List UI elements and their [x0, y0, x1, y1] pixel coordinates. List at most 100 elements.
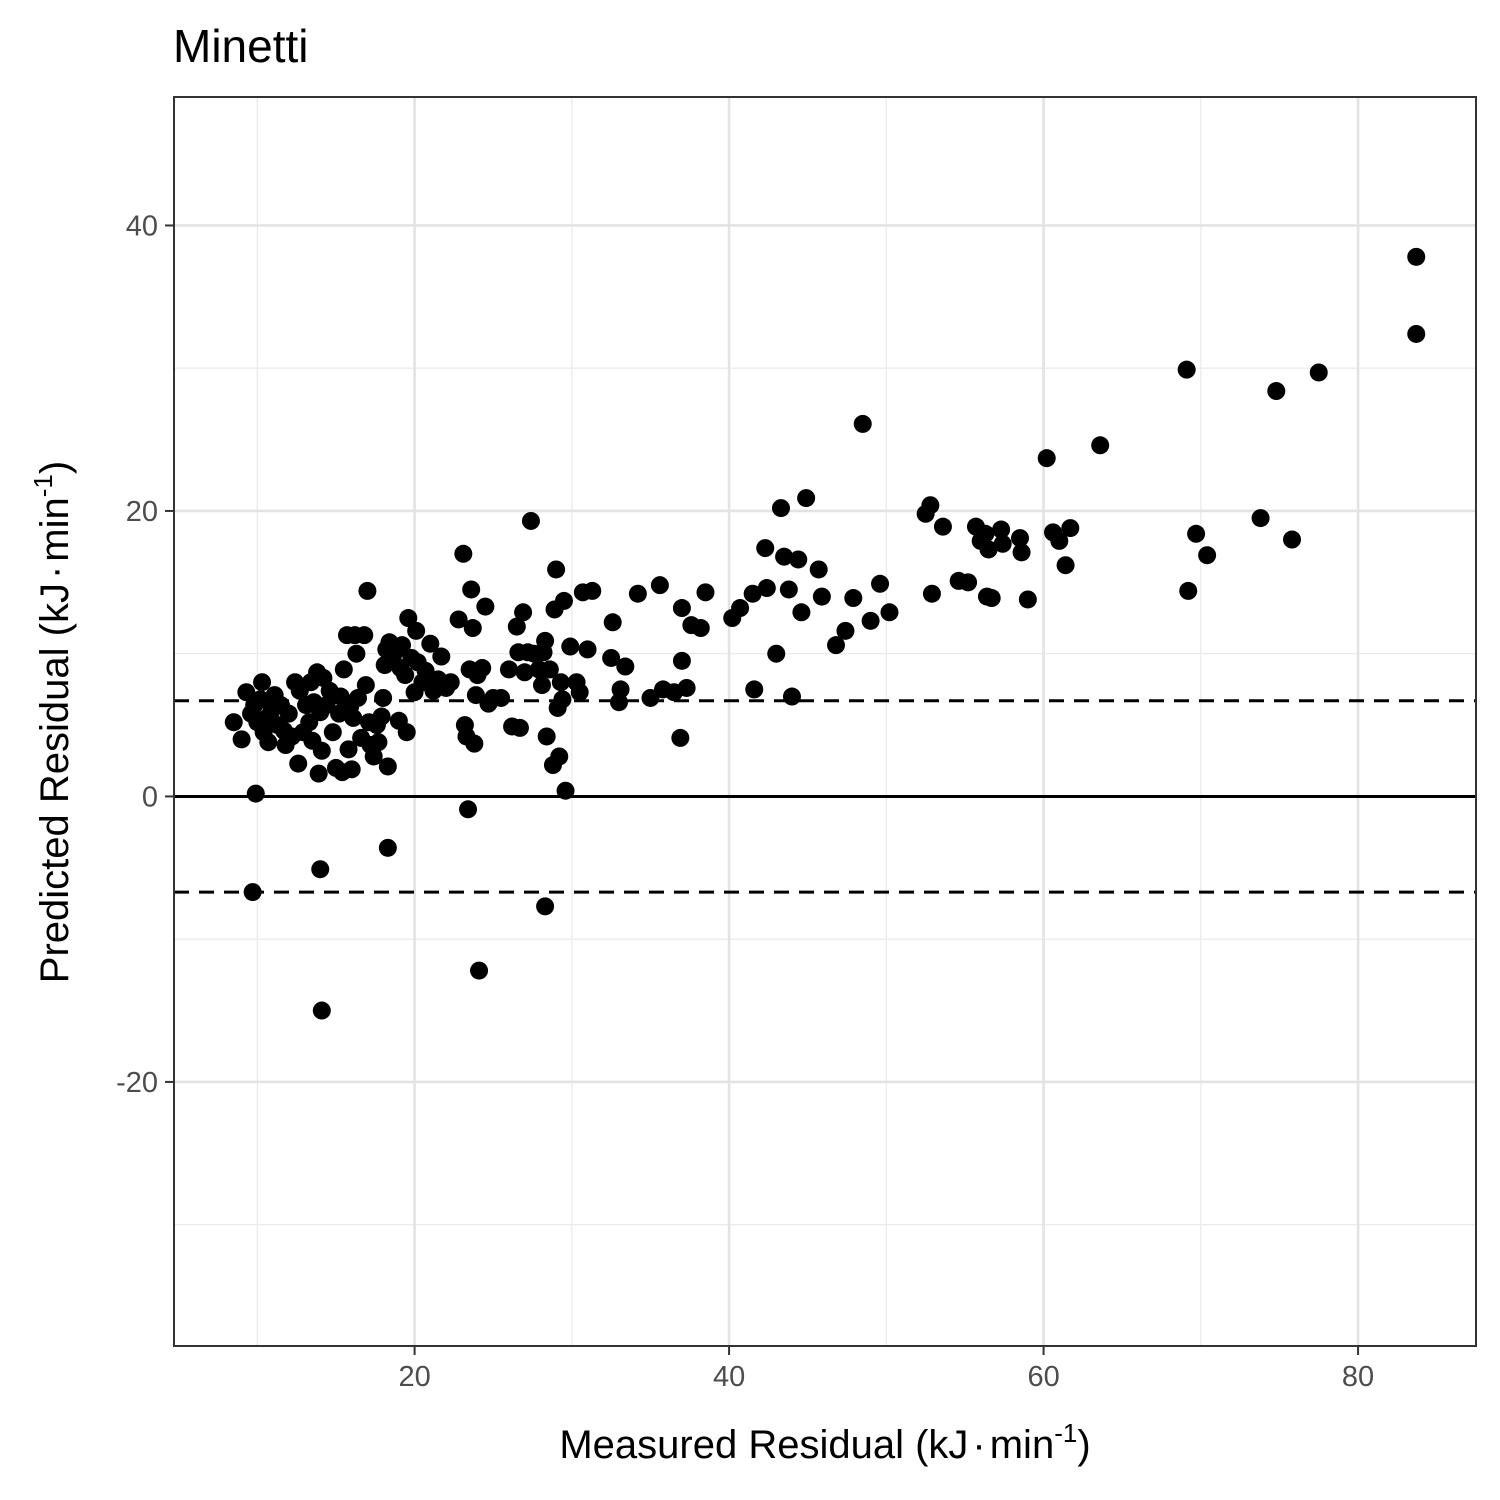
data-point [880, 603, 899, 622]
y-tick-label: 20 [126, 496, 158, 528]
data-point [393, 636, 412, 655]
data-point [797, 489, 816, 508]
y-axis-title-unit: min [33, 497, 77, 561]
data-point [671, 728, 690, 747]
x-axis-ticks: 20 40 60 80 [398, 1346, 1374, 1393]
x-axis-title-dot: · [972, 1423, 985, 1467]
data-point [259, 733, 278, 752]
data-point [767, 644, 786, 663]
data-point [514, 603, 533, 622]
data-point [570, 683, 589, 702]
data-point [378, 838, 397, 857]
data-point [743, 584, 762, 603]
data-point [344, 708, 363, 727]
data-point [473, 658, 492, 677]
data-point [323, 723, 342, 742]
data-point [672, 599, 691, 618]
data-point [1198, 546, 1217, 565]
data-point [756, 539, 775, 558]
data-point [1010, 529, 1029, 548]
data-point [553, 690, 572, 709]
data-point [1309, 363, 1328, 382]
data-point [1283, 530, 1302, 549]
data-point [279, 704, 298, 723]
data-point [922, 584, 941, 603]
data-point [782, 687, 801, 706]
data-point [775, 547, 794, 566]
data-point [1056, 556, 1075, 575]
data-point [921, 496, 940, 515]
data-point [1187, 524, 1206, 543]
panel-border [173, 96, 1477, 1347]
data-point [1061, 519, 1080, 538]
data-point [677, 678, 696, 697]
data-point [616, 657, 635, 676]
data-point [1267, 382, 1286, 401]
data-point [232, 730, 251, 749]
data-point [289, 754, 308, 773]
data-point [515, 663, 534, 682]
data-point [378, 757, 397, 776]
data-points [224, 247, 1426, 1020]
data-point [812, 587, 831, 606]
data-point [771, 499, 790, 518]
data-point [993, 534, 1012, 553]
reference-lines [174, 699, 1476, 894]
data-point [547, 560, 566, 579]
data-point [731, 599, 750, 618]
data-point [532, 676, 551, 695]
data-point [309, 764, 328, 783]
y-tick-label: 0 [142, 781, 158, 813]
data-point [982, 589, 1001, 608]
data-point [745, 680, 764, 699]
data-point [561, 637, 580, 656]
data-point [554, 591, 573, 610]
y-axis-title-exponent: -1 [28, 474, 58, 497]
data-point [536, 897, 555, 916]
data-point [243, 883, 262, 902]
data-point [317, 696, 336, 715]
data-point [537, 727, 556, 746]
data-point [407, 621, 426, 640]
data-point [521, 511, 540, 530]
data-point [246, 784, 265, 803]
data-point [871, 574, 890, 593]
data-point [476, 597, 495, 616]
data-point [421, 634, 440, 653]
data-point [358, 581, 377, 600]
data-point [578, 640, 597, 659]
data-point [1012, 543, 1031, 562]
data-point [603, 613, 622, 632]
data-point [861, 611, 880, 630]
data-point [696, 583, 715, 602]
y-axis-ticks: -20 0 20 40 [116, 210, 174, 1099]
data-point [454, 544, 473, 563]
data-point [583, 581, 602, 600]
data-point [933, 517, 952, 536]
x-tick-label: 80 [1342, 1361, 1374, 1393]
data-point [628, 584, 647, 603]
data-point [312, 1001, 331, 1020]
data-point [364, 747, 383, 766]
data-point [836, 621, 855, 640]
data-point [347, 644, 366, 663]
data-point [466, 686, 485, 705]
data-point [550, 747, 569, 766]
data-point [976, 524, 995, 543]
data-point [312, 741, 331, 760]
data-point [691, 619, 710, 638]
y-axis-title-dot: · [33, 566, 77, 579]
x-axis-title-close: ) [1077, 1423, 1090, 1467]
chart-title: Minetti [173, 20, 308, 72]
y-axis-title-main: Predicted Residual (kJ [33, 583, 77, 983]
y-tick-label: -20 [116, 1067, 158, 1099]
data-point [1091, 436, 1110, 455]
y-axis-title: Predicted Residual (kJ · min-1) [28, 461, 77, 983]
data-point [1251, 509, 1270, 528]
data-point [465, 734, 484, 753]
data-point [459, 800, 478, 819]
data-point [757, 579, 776, 598]
data-point [224, 713, 243, 732]
data-point [449, 610, 468, 629]
